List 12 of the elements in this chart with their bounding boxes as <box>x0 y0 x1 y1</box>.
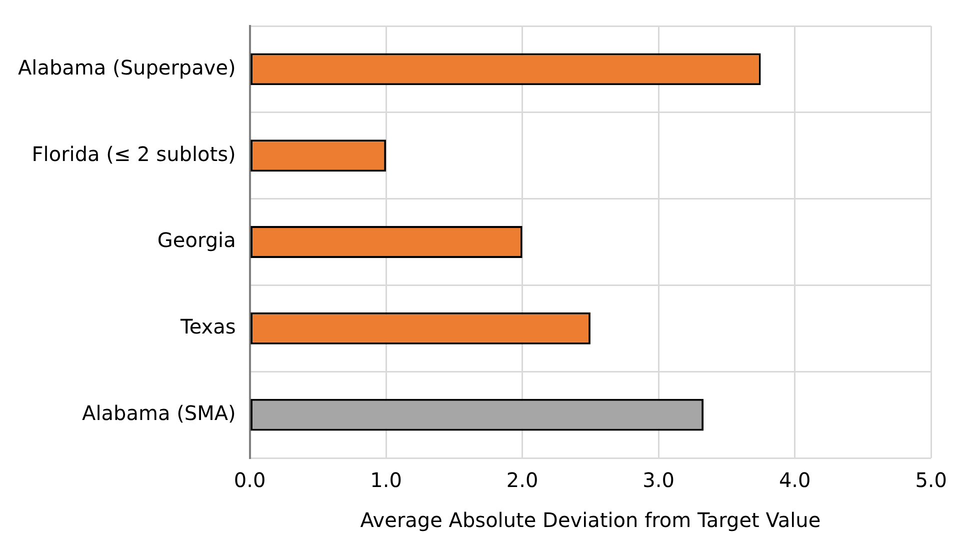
y-tick-label: Alabama (SMA) <box>82 401 236 426</box>
x-tick-label: 1.0 <box>370 468 402 492</box>
x-tick-label: 3.0 <box>642 468 674 492</box>
x-axis-title: Average Absolute Deviation from Target Value <box>360 508 821 532</box>
x-tick-label: 0.0 <box>234 468 266 492</box>
x-tick-label: 2.0 <box>506 468 538 492</box>
y-tick-label: Alabama (Superpave) <box>18 55 236 80</box>
y-tick-label: Texas <box>180 314 236 339</box>
x-tick-label: 5.0 <box>915 468 948 492</box>
y-tick-label: Florida (≤ 2 sublots) <box>32 142 236 166</box>
y-tick-label: Georgia <box>157 228 236 252</box>
x-tick-label: 4.0 <box>778 468 811 492</box>
